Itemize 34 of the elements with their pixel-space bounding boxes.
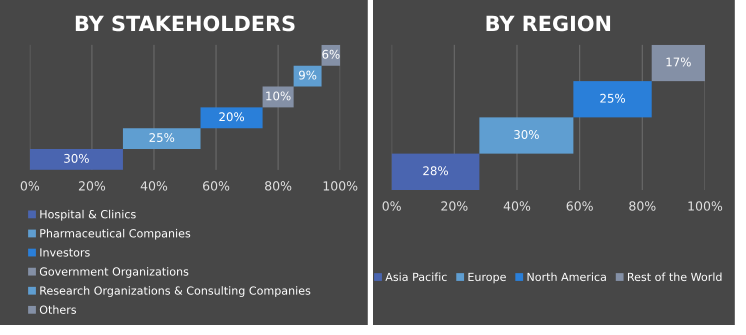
x-tick-label: 0% <box>382 201 401 211</box>
data-label: 20% <box>219 112 244 122</box>
data-label: 25% <box>600 94 626 103</box>
chart-title: BY REGION <box>486 16 610 32</box>
x-tick-label: 100% <box>688 201 722 211</box>
legend-label: North America <box>528 272 606 282</box>
legend-label: Others <box>40 305 76 314</box>
x-tick-label: 20% <box>441 201 468 211</box>
legend-label: Pharmaceutical Companies <box>40 228 190 240</box>
data-label: 30% <box>514 130 539 139</box>
data-label: 6% <box>322 50 340 59</box>
x-tick-label: 20% <box>78 181 106 191</box>
legend-label: Government Organizations <box>40 267 188 278</box>
x-tick-label: 0% <box>20 181 40 191</box>
chart-title: BY STAKEHOLDERS <box>76 16 295 32</box>
data-label: 9% <box>298 70 316 80</box>
x-tick-label: 100% <box>324 181 358 191</box>
data-label: 30% <box>64 154 89 163</box>
legend-label: Hospital & Clinics <box>40 210 136 221</box>
x-tick-label: 80% <box>265 181 292 191</box>
x-tick-label: 80% <box>629 201 656 211</box>
x-tick-label: 40% <box>140 181 168 191</box>
legend-label: Asia Pacific <box>385 272 447 282</box>
x-tick-label: 60% <box>566 201 593 211</box>
legend-label: Europe <box>468 272 506 284</box>
x-tick-label: 40% <box>504 201 530 211</box>
data-label: 10% <box>266 91 291 100</box>
legend-label: Investors <box>40 248 90 257</box>
legend-label: Rest of the World <box>628 272 722 282</box>
legend-label: Research Organizations & Consulting Companies <box>40 286 310 297</box>
x-tick-label: 60% <box>203 181 230 191</box>
data-label: 25% <box>149 133 174 142</box>
data-label: 28% <box>423 166 448 176</box>
data-label: 17% <box>666 58 691 66</box>
